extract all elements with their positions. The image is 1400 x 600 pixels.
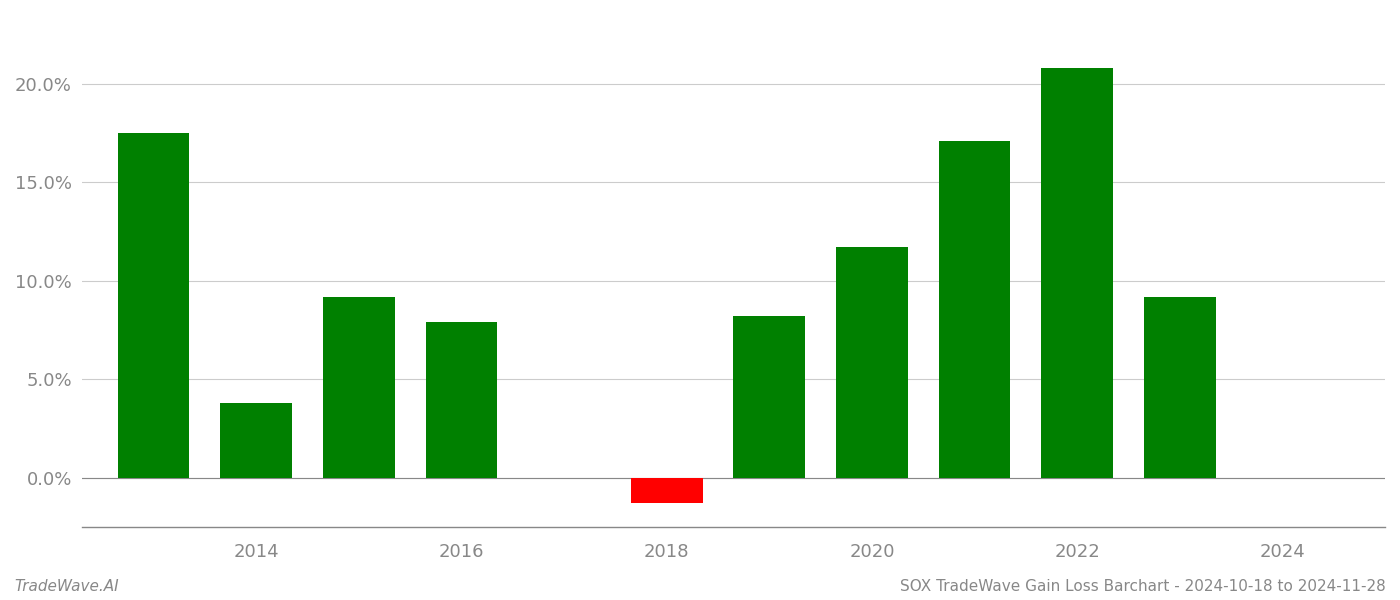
Bar	[836, 247, 907, 478]
Bar	[1042, 68, 1113, 478]
Bar	[426, 322, 497, 478]
Bar	[938, 141, 1011, 478]
Bar	[118, 133, 189, 478]
Bar	[734, 316, 805, 478]
Bar	[1144, 296, 1215, 478]
Bar	[220, 403, 293, 478]
Text: SOX TradeWave Gain Loss Barchart - 2024-10-18 to 2024-11-28: SOX TradeWave Gain Loss Barchart - 2024-…	[900, 579, 1386, 594]
Bar	[631, 478, 703, 503]
Bar	[323, 296, 395, 478]
Text: TradeWave.AI: TradeWave.AI	[14, 579, 119, 594]
